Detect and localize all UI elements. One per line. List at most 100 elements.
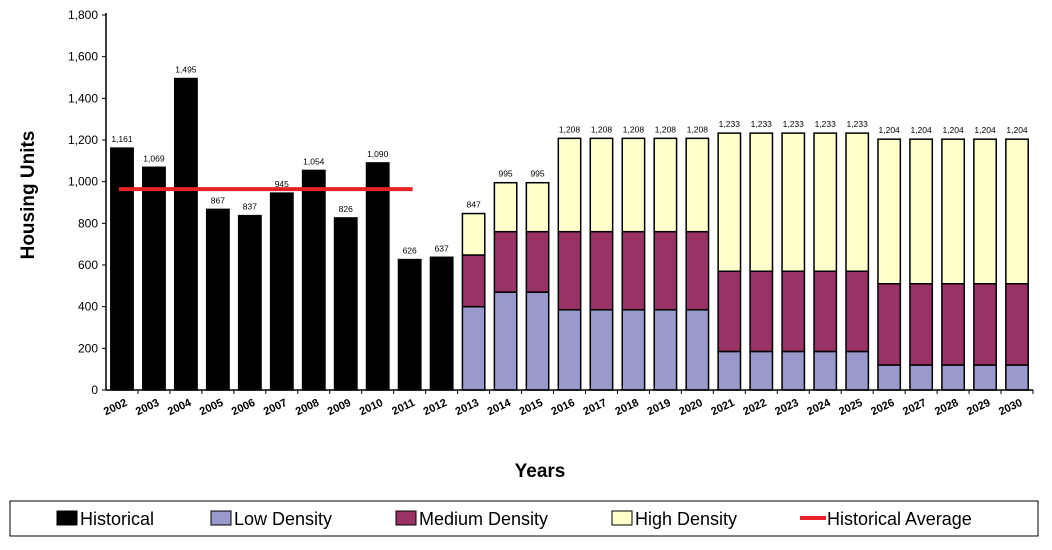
x-axis-title: Years xyxy=(515,461,566,482)
legend-swatch-historical xyxy=(56,510,78,526)
legend-box xyxy=(9,500,1039,537)
data-label-2028: 1,204 xyxy=(942,125,964,135)
bar-high-density-2013 xyxy=(461,212,486,256)
x-tick-label-2020: 2020 xyxy=(677,397,704,418)
data-label-2020: 1,208 xyxy=(687,124,709,134)
x-tick-label-2027: 2027 xyxy=(901,397,928,418)
data-label-2002: 1,161 xyxy=(111,134,133,144)
bar-low-density-2028 xyxy=(941,364,966,391)
bar-low-density-2016 xyxy=(557,309,582,391)
data-label-2019: 1,208 xyxy=(655,124,677,134)
data-label-2005: 867 xyxy=(211,195,225,205)
legend-label-low-density: Low Density xyxy=(234,509,332,529)
y-tick-label-400: 400 xyxy=(78,300,98,314)
x-tick-label-2022: 2022 xyxy=(741,397,768,418)
x-tick-label-2021: 2021 xyxy=(709,397,736,418)
legend-label-medium-density: Medium Density xyxy=(419,509,548,529)
bar-historical-2005 xyxy=(205,208,230,391)
data-label-2016: 1,208 xyxy=(559,124,581,134)
bar-high-density-2024 xyxy=(813,132,838,272)
bar-high-density-2019 xyxy=(653,137,678,233)
bar-low-density-2026 xyxy=(877,364,902,391)
bar-low-density-2023 xyxy=(781,350,806,391)
bar-high-density-2027 xyxy=(909,138,934,285)
bar-historical-2008 xyxy=(301,169,326,391)
x-tick-label-2030: 2030 xyxy=(997,397,1024,418)
bar-high-density-2021 xyxy=(717,132,742,272)
data-label-2023: 1,233 xyxy=(783,119,805,129)
legend: Historical Low Density Medium Density Hi… xyxy=(56,509,972,529)
bar-medium-density-2028 xyxy=(941,283,966,366)
y-tick-label-600: 600 xyxy=(78,258,98,272)
data-label-2011: 626 xyxy=(403,246,417,256)
legend-label-high-density: High Density xyxy=(635,509,737,529)
x-tick-label-2002: 2002 xyxy=(102,397,129,418)
x-tick-label-2024: 2024 xyxy=(805,396,833,418)
x-tick-label-2012: 2012 xyxy=(422,397,449,418)
data-label-2024: 1,233 xyxy=(815,119,837,129)
bar-medium-density-2022 xyxy=(749,270,774,353)
bar-historical-2012 xyxy=(429,256,454,391)
bar-historical-2004 xyxy=(173,77,198,391)
bar-medium-density-2019 xyxy=(653,230,678,311)
legend-label-historical: Historical xyxy=(80,509,154,529)
data-label-2018: 1,208 xyxy=(623,124,645,134)
x-tick-label-2028: 2028 xyxy=(933,397,960,418)
bar-high-density-2023 xyxy=(781,132,806,272)
x-tick-label-2003: 2003 xyxy=(134,397,161,418)
bar-low-density-2014 xyxy=(493,291,518,391)
bar-low-density-2018 xyxy=(621,309,646,391)
x-tick-label-2025: 2025 xyxy=(837,397,864,418)
x-tick-label-2026: 2026 xyxy=(869,397,896,418)
x-tick-label-2013: 2013 xyxy=(454,397,481,418)
bar-medium-density-2029 xyxy=(973,283,997,366)
data-label-2022: 1,233 xyxy=(751,119,773,129)
data-label-2006: 837 xyxy=(243,202,257,212)
bar-low-density-2030 xyxy=(1005,364,1029,391)
bar-medium-density-2021 xyxy=(717,270,742,353)
bar-historical-2002 xyxy=(110,147,134,391)
data-label-2012: 637 xyxy=(435,243,449,253)
x-tick-label-2006: 2006 xyxy=(230,397,257,418)
y-tick-label-1800: 1,800 xyxy=(68,8,98,22)
bar-historical-2003 xyxy=(142,166,166,391)
bar-low-density-2025 xyxy=(845,350,870,391)
bar-high-density-2018 xyxy=(621,137,646,233)
legend-swatch-medium-density xyxy=(395,510,417,526)
bar-historical-2011 xyxy=(397,258,422,391)
y-tick-label-1000: 1,000 xyxy=(68,175,98,189)
data-label-2013: 847 xyxy=(467,200,481,210)
bar-medium-density-2020 xyxy=(685,230,710,311)
data-label-2009: 826 xyxy=(339,204,353,214)
bar-historical-2009 xyxy=(333,217,358,391)
x-tick-label-2005: 2005 xyxy=(198,397,225,418)
data-label-2004: 1,495 xyxy=(175,65,197,75)
bar-low-density-2015 xyxy=(525,291,550,391)
x-tick-label-2017: 2017 xyxy=(581,397,608,418)
y-tick-label-1600: 1,600 xyxy=(68,50,98,64)
bar-medium-density-2015 xyxy=(525,230,550,293)
y-tick-label-0: 0 xyxy=(91,383,98,397)
bar-high-density-2015 xyxy=(525,181,550,233)
bar-high-density-2029 xyxy=(973,138,997,285)
x-tick-label-2016: 2016 xyxy=(550,397,577,418)
data-label-2015: 995 xyxy=(530,169,544,179)
data-label-2026: 1,204 xyxy=(879,125,901,135)
bar-high-density-2030 xyxy=(1005,138,1029,285)
bar-medium-density-2023 xyxy=(781,270,806,353)
bar-medium-density-2018 xyxy=(621,230,646,311)
bar-high-density-2020 xyxy=(685,137,710,233)
data-label-2008: 1,054 xyxy=(303,156,325,166)
legend-label-historical-average: Historical Average xyxy=(827,509,972,529)
bar-low-density-2020 xyxy=(685,309,710,391)
bar-high-density-2026 xyxy=(877,138,902,285)
x-tick-label-2014: 2014 xyxy=(486,396,514,418)
bar-high-density-2022 xyxy=(749,132,774,272)
bar-low-density-2029 xyxy=(973,364,997,391)
bar-low-density-2021 xyxy=(717,350,742,391)
bar-medium-density-2024 xyxy=(813,270,838,353)
x-tick-label-2019: 2019 xyxy=(645,397,672,418)
bar-medium-density-2027 xyxy=(909,283,934,366)
data-label-2010: 1,090 xyxy=(367,149,389,159)
